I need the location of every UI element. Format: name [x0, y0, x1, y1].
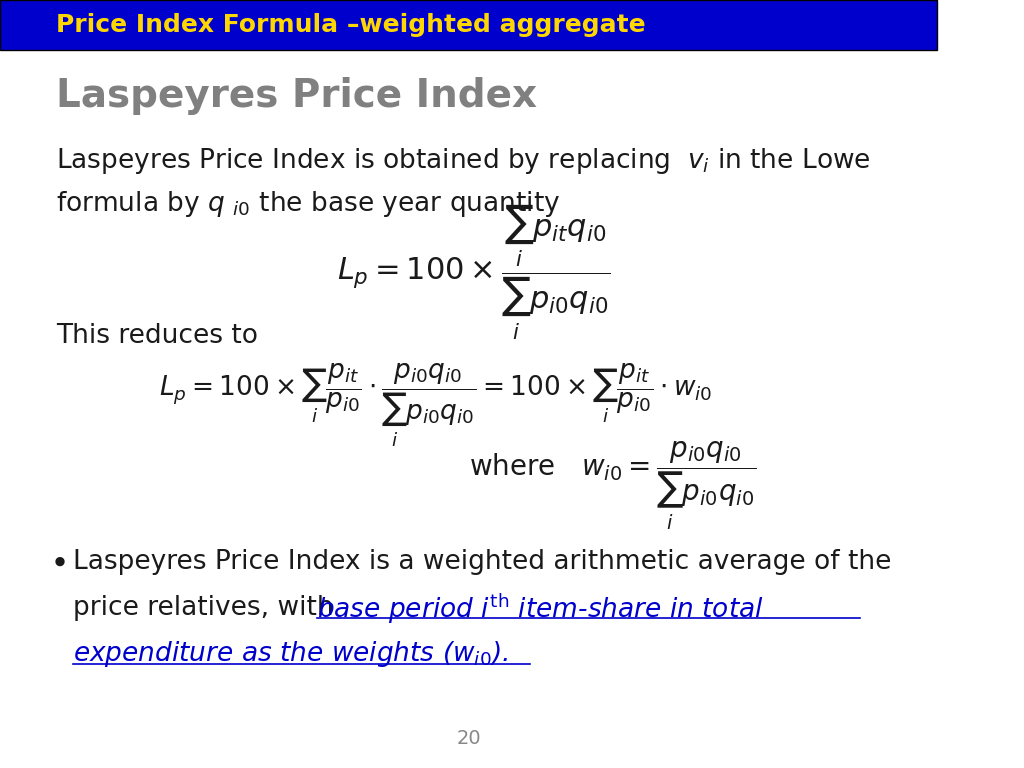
Text: Price Index Formula –weighted aggregate: Price Index Formula –weighted aggregate	[56, 12, 646, 37]
Text: base period $i^{\rm th}$ item-share in total: base period $i^{\rm th}$ item-share in t…	[316, 591, 764, 625]
Text: 20: 20	[457, 730, 481, 748]
Text: $L_p = 100 \times \dfrac{\sum_i p_{it}q_{i0}}{\sum_i p_{i0}q_{i0}}$: $L_p = 100 \times \dfrac{\sum_i p_{it}q_…	[338, 203, 611, 343]
Text: where   $w_{i0} = \dfrac{p_{i0}q_{i0}}{\sum_i p_{i0}q_{i0}}$: where $w_{i0} = \dfrac{p_{i0}q_{i0}}{\su…	[469, 439, 756, 531]
Text: Laspeyres Price Index is obtained by replacing  $\boldsymbol{v_i}$ in the Lowe: Laspeyres Price Index is obtained by rep…	[56, 146, 870, 177]
Text: $L_p = 100 \times \sum_i \dfrac{p_{it}}{p_{i0}} \cdot \dfrac{p_{i0}q_{i0}}{\sum_: $L_p = 100 \times \sum_i \dfrac{p_{it}}{…	[160, 362, 713, 449]
Text: This reduces to: This reduces to	[56, 323, 258, 349]
Text: Laspeyres Price Index: Laspeyres Price Index	[56, 77, 538, 115]
Text: expenditure as the weights ($w_{i0}$).: expenditure as the weights ($w_{i0}$).	[73, 639, 509, 670]
FancyBboxPatch shape	[0, 0, 937, 50]
Text: Laspeyres Price Index is a weighted arithmetic average of the: Laspeyres Price Index is a weighted arit…	[73, 549, 892, 575]
Text: $\bullet$: $\bullet$	[49, 547, 66, 578]
Text: price relatives, with: price relatives, with	[73, 595, 342, 621]
Text: formula by $q\ _{i0}$ the base year quantity: formula by $q\ _{i0}$ the base year quan…	[56, 188, 560, 219]
